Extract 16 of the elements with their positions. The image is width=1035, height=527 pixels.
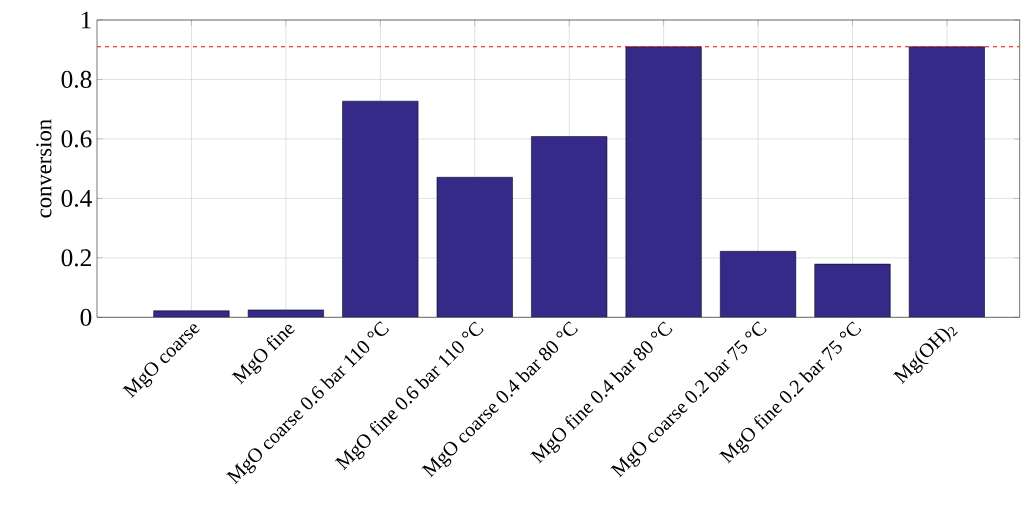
bar (153, 310, 230, 318)
y-axis-title: conversion (36, 119, 52, 218)
bar (342, 100, 419, 318)
bar (247, 309, 324, 318)
bar (720, 251, 797, 318)
bar (908, 46, 985, 318)
y-tick-label: 0.8 (61, 70, 92, 89)
y-tick-label: 1 (81, 11, 91, 29)
bar (814, 263, 891, 318)
y-tick-label: 0.6 (61, 130, 92, 148)
y-tick-label: 0.2 (61, 249, 91, 267)
bar (531, 136, 608, 318)
y-tick-label: 0 (80, 308, 92, 326)
y-tick-label: 0.4 (61, 189, 92, 207)
bar (625, 46, 702, 318)
bar (436, 177, 513, 318)
